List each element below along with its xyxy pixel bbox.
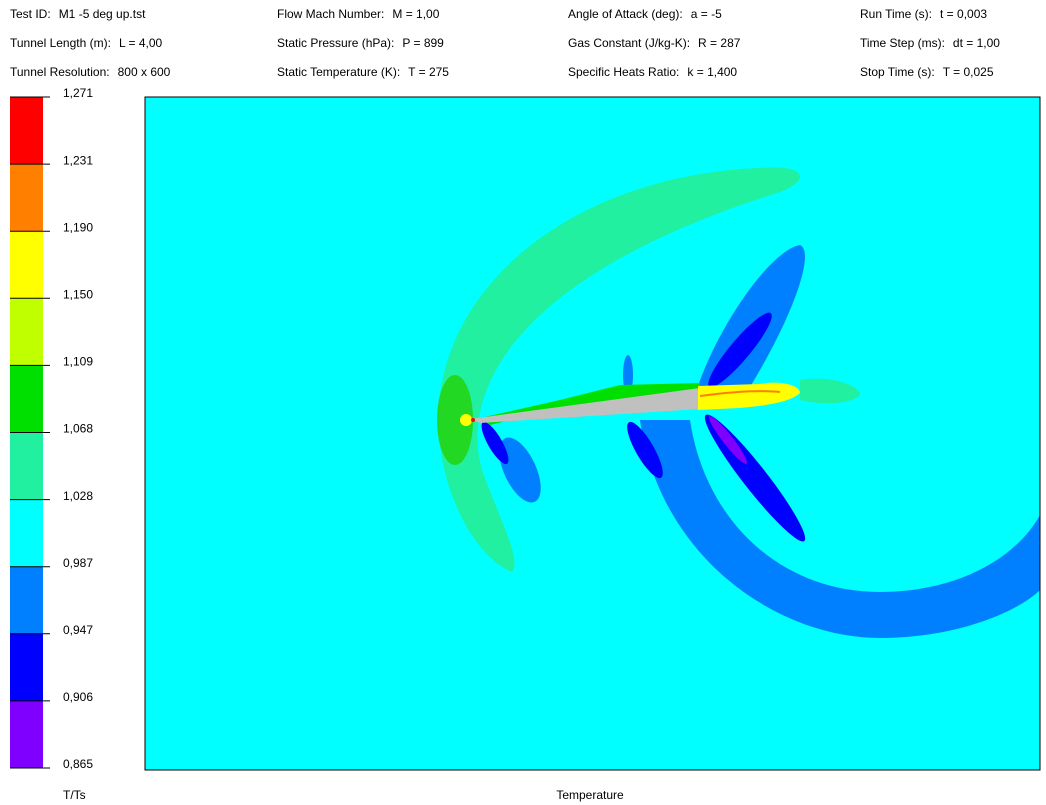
tick-label: 1,028 <box>63 489 93 503</box>
plot-border <box>144 96 1041 771</box>
tick-label: 1,068 <box>63 422 93 436</box>
parameter-value: M1 -5 deg up.tst <box>59 7 146 21</box>
parameter: Run Time (s): t = 0,003 <box>860 7 987 21</box>
stagnation-point <box>460 414 472 426</box>
low-region <box>481 421 509 465</box>
parameter-label: Flow Mach Number: <box>277 7 384 21</box>
tick-label: 1,190 <box>63 220 93 234</box>
parameter-value: R = 287 <box>698 36 741 50</box>
expansion-region <box>499 437 541 503</box>
parameter: Specific Heats Ratio: k = 1,400 <box>568 65 737 79</box>
parameter-label: Tunnel Resolution: <box>10 65 110 79</box>
parameter: Flow Mach Number: M = 1,00 <box>277 7 440 21</box>
shock-region <box>438 167 801 572</box>
color-band <box>10 298 43 366</box>
header: Test ID: M1 -5 deg up.tst Tunnel Length (m… <box>10 7 1000 79</box>
parameter-value: P = 899 <box>402 36 444 50</box>
color-band <box>10 700 43 769</box>
tick-label: 1,109 <box>63 355 93 369</box>
tick-label: 0,947 <box>63 623 93 637</box>
parameter: Tunnel Length (m): L = 4,00 <box>10 36 163 50</box>
parameter-value: M = 1,00 <box>392 7 439 21</box>
parameter-label: Angle of Attack (deg): <box>568 7 683 21</box>
plot-label: Temperature <box>556 788 624 802</box>
tick-label: 1,271 <box>63 86 93 100</box>
color-band <box>10 97 43 165</box>
stagnation-core <box>471 418 475 422</box>
parameter-label: Tunnel Length (m): <box>10 36 111 50</box>
flow-field <box>144 96 1041 771</box>
parameter-value: k = 1,400 <box>687 65 737 79</box>
parameter-label: Time Step (ms): <box>860 36 945 50</box>
lowest-region <box>709 416 747 464</box>
parameter-label: Gas Constant (J/kg-K): <box>568 36 690 50</box>
stagnation-region <box>437 375 473 465</box>
parameter-value: 800 x 600 <box>118 65 171 79</box>
tick-label: 0,906 <box>63 690 93 704</box>
legend-title: T/Ts <box>63 788 86 802</box>
hot-streak <box>699 390 781 397</box>
parameter: Static Temperature (K): T = 275 <box>277 65 449 79</box>
parameter-value: a = -5 <box>691 7 722 21</box>
low-region <box>708 312 772 388</box>
parameter-label: Run Time (s): <box>860 7 932 21</box>
colorbar: 1,271 1,231 1,190 1,150 1,109 1,068 1,028 0,987… <box>10 86 93 771</box>
wake-region <box>800 378 860 404</box>
expansion-region <box>640 420 1040 638</box>
color-band <box>10 164 43 232</box>
parameter-label: Specific Heats Ratio: <box>568 65 679 79</box>
parameter-label: Static Temperature (K): <box>277 65 400 79</box>
color-band <box>10 499 43 568</box>
parameter: Stop Time (s): T = 0,025 <box>860 65 994 79</box>
tick-label: 0,987 <box>63 556 93 570</box>
airfoil <box>470 388 700 423</box>
parameter-label: Stop Time (s): <box>860 65 935 79</box>
parameter-value: t = 0,003 <box>940 7 987 21</box>
parameter: Gas Constant (J/kg-K): R = 287 <box>568 36 741 50</box>
parameter: Tunnel Resolution: 800 x 600 <box>10 65 171 79</box>
parameter: Static Pressure (hPa): P = 899 <box>277 36 444 50</box>
parameter-value: L = 4,00 <box>119 36 163 50</box>
parameter: Angle of Attack (deg): a = -5 <box>568 7 722 21</box>
low-region <box>627 421 663 479</box>
tick-label: 0,865 <box>63 757 93 771</box>
color-band <box>10 566 43 635</box>
tick-label: 1,150 <box>63 287 93 301</box>
parameter: Time Step (ms): dt = 1,00 <box>860 36 1000 50</box>
parameter-value: dt = 1,00 <box>953 36 1000 50</box>
tick-label: 1,231 <box>63 153 93 167</box>
color-band <box>10 432 43 501</box>
parameter-value: T = 0,025 <box>943 65 994 79</box>
hot-wake <box>698 382 800 410</box>
parameter-label: Test ID: <box>10 7 51 21</box>
color-band <box>10 365 43 433</box>
parameter-value: T = 275 <box>408 65 449 79</box>
parameter-label: Static Pressure (hPa): <box>277 36 394 50</box>
field-background <box>145 97 1040 770</box>
color-band <box>10 633 43 702</box>
color-band <box>10 231 43 299</box>
parameter: Test ID: M1 -5 deg up.tst <box>10 7 146 21</box>
